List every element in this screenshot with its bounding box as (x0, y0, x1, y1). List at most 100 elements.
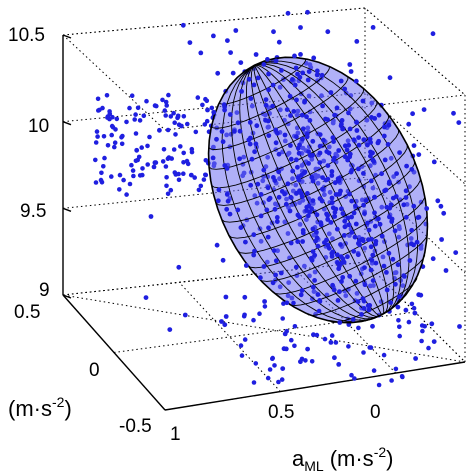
data-point (361, 137, 367, 143)
z-tick-mark (62, 207, 72, 212)
data-point (204, 118, 210, 124)
data-point (361, 171, 366, 176)
data-point (342, 224, 348, 230)
data-point (388, 202, 394, 208)
data-point (145, 143, 150, 149)
data-point (382, 124, 387, 130)
data-point (416, 152, 422, 158)
data-point (249, 156, 255, 162)
data-point (293, 264, 299, 270)
data-point (402, 274, 407, 279)
data-point (334, 226, 340, 232)
data-point (274, 215, 280, 220)
data-point (397, 333, 403, 339)
data-point (292, 324, 298, 329)
data-point (143, 295, 149, 300)
data-point (145, 162, 150, 167)
data-point (361, 350, 366, 355)
data-point (181, 160, 186, 165)
data-point (251, 252, 257, 258)
data-point (266, 71, 271, 77)
data-point (419, 338, 424, 344)
data-point (292, 82, 298, 88)
data-point (369, 257, 375, 263)
data-point (370, 25, 376, 30)
data-point (93, 157, 98, 163)
data-point (366, 307, 372, 313)
data-point (176, 177, 182, 183)
data-point (339, 279, 344, 284)
data-point (329, 169, 335, 174)
data-point (276, 194, 282, 200)
data-point (132, 117, 137, 122)
data-point (119, 141, 125, 147)
data-point (127, 181, 133, 187)
data-point (439, 237, 444, 242)
data-point (384, 204, 390, 210)
data-point (298, 292, 304, 298)
data-point (310, 284, 316, 290)
data-point (418, 292, 424, 298)
data-point (435, 198, 441, 204)
data-point (337, 320, 343, 325)
data-point (390, 195, 396, 201)
data-point (273, 272, 278, 278)
data-point (181, 114, 187, 119)
data-point (334, 105, 340, 111)
data-point (296, 177, 302, 183)
data-point (376, 112, 382, 118)
data-point (105, 115, 110, 120)
data-point (367, 303, 373, 308)
data-point (304, 204, 310, 210)
data-point (261, 264, 267, 269)
data-point (168, 187, 174, 193)
data-point (388, 300, 394, 305)
data-point (94, 129, 100, 134)
data-point (280, 366, 286, 371)
data-point (192, 175, 197, 180)
data-point (336, 191, 342, 197)
data-point (130, 168, 136, 173)
data-point (393, 281, 398, 287)
data-point (407, 258, 413, 263)
data-point (317, 160, 323, 166)
data-point (371, 368, 377, 373)
data-point (411, 242, 416, 248)
data-point (386, 250, 392, 256)
data-point (377, 221, 383, 227)
data-point (129, 93, 135, 98)
data-point (219, 319, 224, 324)
data-point (383, 187, 389, 193)
data-point (173, 132, 178, 137)
x-tick-label: 0.5 (268, 402, 294, 423)
data-point (119, 135, 124, 140)
data-point (95, 96, 101, 102)
data-point (353, 78, 359, 84)
data-point (224, 192, 230, 197)
data-point (201, 177, 207, 182)
data-point (282, 191, 287, 197)
data-point (451, 110, 456, 116)
data-point (328, 340, 334, 345)
data-point (267, 367, 273, 372)
data-point (317, 299, 323, 304)
data-point (280, 316, 286, 321)
x-tick-label: 1 (170, 424, 181, 445)
data-point (176, 171, 181, 177)
data-point (282, 132, 288, 138)
data-point (215, 70, 221, 76)
data-point (403, 214, 409, 220)
data-point (175, 113, 181, 119)
data-point (347, 62, 353, 67)
data-point (334, 252, 340, 258)
data-point (182, 312, 188, 318)
data-point (276, 39, 282, 45)
data-point (355, 252, 361, 258)
data-point (381, 263, 387, 269)
data-point (287, 93, 293, 99)
data-point (285, 10, 291, 16)
data-point (362, 265, 367, 270)
data-point (300, 239, 305, 244)
data-point (387, 75, 393, 81)
data-point (253, 52, 259, 57)
